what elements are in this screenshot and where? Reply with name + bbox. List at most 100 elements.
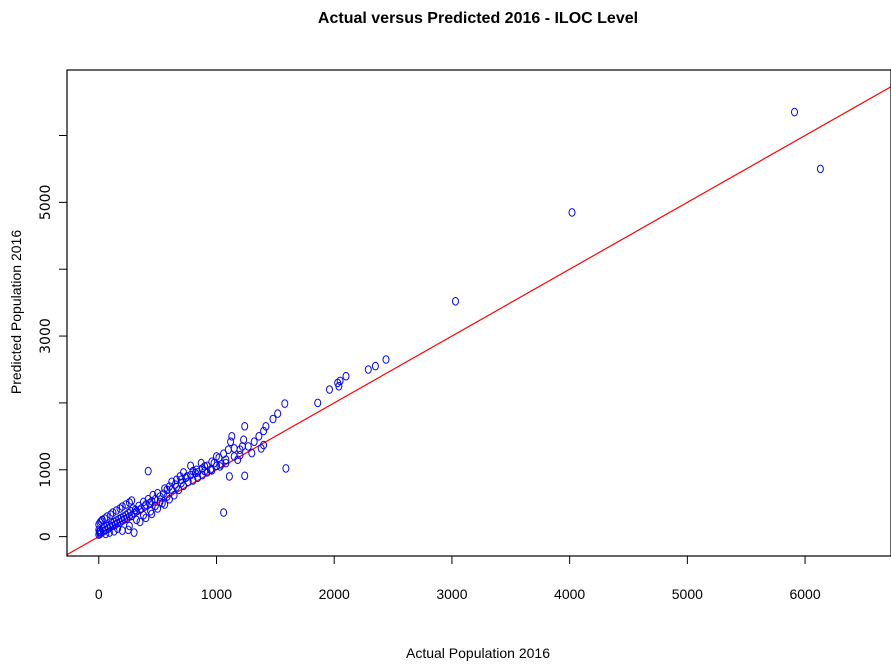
data-point [156, 497, 164, 507]
data-point [102, 529, 110, 539]
data-point [250, 437, 258, 447]
data-point [248, 448, 256, 458]
data-point [110, 527, 118, 536]
data-point [260, 426, 268, 436]
data-point [234, 455, 242, 465]
data-point [282, 464, 290, 473]
data-point [262, 422, 270, 431]
data-point [244, 442, 252, 451]
data-point [109, 508, 117, 517]
fit-line-layer [66, 86, 891, 556]
data-point [208, 457, 216, 467]
data-point [342, 371, 350, 381]
data-point [816, 164, 824, 174]
y-tick-label: 3000 [38, 318, 54, 354]
data-point [95, 530, 103, 539]
data-point [236, 450, 244, 460]
data-point [177, 478, 185, 488]
data-point [326, 385, 333, 394]
data-point [151, 501, 159, 511]
x-tick-label: 2000 [319, 586, 350, 602]
data-point [149, 490, 157, 500]
data-point [144, 466, 152, 476]
plot-area [66, 86, 891, 556]
data-point [165, 494, 173, 504]
data-point [163, 492, 171, 501]
chart-title: Actual versus Predicted 2016 - ILOC Leve… [318, 10, 638, 27]
x-tick-label: 3000 [436, 586, 467, 602]
data-point [269, 414, 277, 424]
points-layer [95, 107, 824, 539]
data-point [118, 526, 126, 535]
data-point [241, 471, 249, 481]
data-point [227, 437, 235, 447]
data-point [220, 449, 228, 459]
data-point [180, 481, 187, 491]
data-point [198, 464, 206, 473]
data-point [96, 518, 104, 527]
data-point [194, 468, 202, 477]
data-point [224, 445, 232, 455]
data-point [335, 381, 343, 391]
data-point [314, 398, 322, 408]
data-point [173, 482, 180, 492]
data-point [140, 510, 147, 520]
data-point [97, 516, 105, 526]
data-point [222, 458, 230, 468]
data-point [161, 484, 169, 493]
data-point [118, 502, 126, 511]
data-point [187, 461, 195, 471]
x-tick-label: 1000 [201, 586, 232, 602]
data-point [791, 107, 798, 117]
data-point [364, 365, 372, 374]
data-point [125, 521, 133, 531]
x-tick-label: 4000 [554, 586, 585, 602]
data-point [257, 444, 265, 453]
data-point [382, 355, 390, 364]
data-point [208, 466, 216, 475]
y-axis-label: Predicted Population 2016 [8, 230, 24, 394]
data-point [371, 361, 379, 371]
data-point [255, 432, 263, 441]
data-point [128, 496, 136, 505]
data-point [220, 508, 228, 517]
x-tick-label: 6000 [789, 586, 820, 602]
data-point [274, 409, 282, 418]
data-point [281, 399, 289, 408]
data-point [133, 515, 140, 525]
y-tick-label: 1000 [38, 452, 54, 488]
data-point [122, 500, 130, 509]
data-point [112, 506, 120, 515]
data-point [225, 472, 233, 481]
data-point [228, 432, 236, 441]
data-point [203, 461, 211, 471]
data-point [142, 513, 150, 523]
data-point [136, 517, 144, 527]
data-point [130, 528, 138, 537]
x-tick-label: 0 [95, 586, 103, 602]
data-point [103, 512, 111, 521]
data-point [241, 422, 249, 431]
data-point [187, 470, 195, 480]
data-point [568, 208, 576, 217]
data-point [215, 453, 223, 463]
x-axis-ticks: 0 1000 2000 3000 4000 5000 6000 [95, 556, 821, 602]
x-tick-label: 5000 [672, 586, 703, 602]
data-point [136, 505, 144, 515]
y-tick-label: 5000 [38, 185, 54, 221]
y-tick-label: 0 [38, 532, 54, 541]
data-point [170, 490, 178, 500]
identity-fit-line [66, 86, 891, 556]
data-point [105, 528, 113, 537]
data-point [216, 462, 224, 471]
x-axis-label: Actual Population 2016 [406, 645, 550, 661]
data-point [203, 468, 211, 477]
data-point [240, 435, 248, 445]
y-axis-ticks: 0 1000 3000 5000 [38, 135, 67, 541]
data-point [452, 297, 459, 306]
data-point [114, 524, 122, 533]
data-point [213, 461, 220, 471]
plot-frame [66, 69, 891, 557]
data-point [147, 506, 155, 516]
